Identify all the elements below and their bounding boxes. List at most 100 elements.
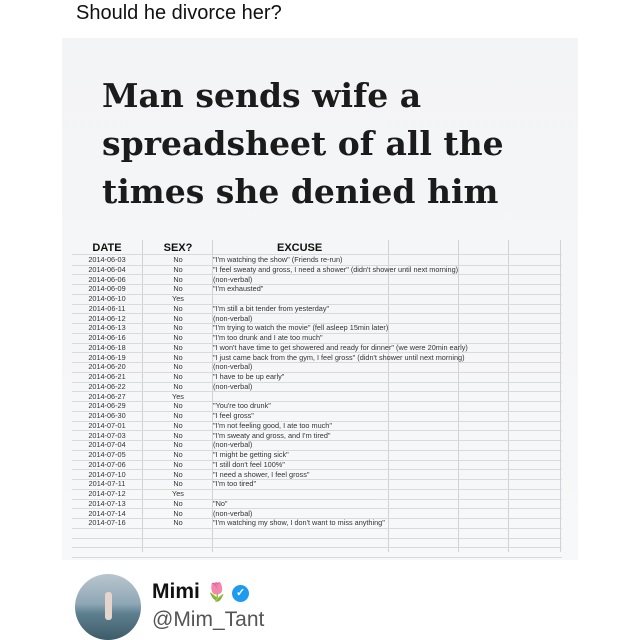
cell-excuse: "I'm still a bit tender from yesterday" — [213, 303, 330, 313]
cell-sex: Yes — [172, 391, 184, 401]
table-row: 2014-06-30 No "I feel gross" — [72, 411, 562, 422]
cell-excuse: "I won't have time to get showered and r… — [213, 342, 468, 352]
cell-excuse: "I need a shower, I feel gross" — [213, 469, 310, 479]
cell-sex: No — [173, 264, 183, 274]
verified-badge-icon: ✓ — [232, 585, 250, 602]
cell-excuse: (non-verbal) — [213, 313, 253, 323]
table-row: 2014-06-09 No "I'm exhausted" — [72, 284, 562, 295]
table-row: 2014-06-27 Yes — [72, 392, 562, 403]
cell-excuse: "I'm not feeling good, I ate too much" — [213, 420, 332, 430]
author-name[interactable]: Mimi 🌷 ✓ — [152, 580, 250, 604]
table-row: 2014-06-12 No (non-verbal) — [72, 314, 562, 325]
cell-date: 2014-07-16 — [88, 518, 126, 528]
table-row: 2014-06-16 No "I'm too drunk and I ate too… — [72, 333, 562, 344]
image-headline: Man sends wife a spreadsheet of all the … — [102, 76, 504, 211]
cell-excuse: "I'm watching the show" (Friends re-run) — [213, 255, 343, 264]
table-row: 2014-07-05 No "I might be getting sick" — [72, 450, 562, 461]
empty-row — [72, 528, 562, 539]
cell-date: 2014-07-01 — [88, 420, 126, 430]
cell-date: 2014-07-11 — [88, 479, 126, 489]
table-row: 2014-06-19 No "I just came back from the g… — [72, 353, 562, 364]
cell-excuse: "I'm too drunk and I ate too much" — [213, 333, 323, 342]
table-row: 2014-06-11 No "I'm still a bit tender from… — [72, 304, 562, 315]
cell-date: 2014-07-10 — [88, 469, 126, 479]
cell-sex: No — [173, 284, 183, 294]
cell-date: 2014-06-10 — [88, 294, 126, 303]
header-sex: SEX? — [163, 242, 193, 254]
cell-sex: No — [173, 518, 183, 528]
cell-sex: No — [173, 401, 183, 411]
cell-excuse: "I feel gross" — [213, 411, 254, 420]
table-row: 2014-07-03 No "I'm sweaty and gross, and I… — [72, 431, 562, 442]
cell-excuse: "I have to be up early" — [213, 372, 285, 381]
cell-excuse: "I'm exhausted" — [213, 284, 264, 294]
cell-sex: No — [173, 362, 183, 372]
table-row: 2014-07-16 No "I'm watching my show, I don… — [72, 518, 562, 529]
cell-date: 2014-07-13 — [88, 498, 126, 508]
table-row: 2014-07-04 No (non-verbal) — [72, 440, 562, 451]
cell-date: 2014-07-06 — [88, 459, 126, 469]
avatar-figure — [105, 592, 112, 620]
cell-date: 2014-06-06 — [88, 274, 126, 284]
cell-sex: No — [173, 411, 183, 420]
table-row: 2014-06-20 No (non-verbal) — [72, 362, 562, 373]
table-row: 2014-06-03 No "I'm watching the show" (Fri… — [72, 255, 562, 266]
empty-row — [72, 538, 562, 549]
cell-sex: No — [173, 274, 183, 284]
post-caption: Should he divorce her? — [76, 2, 282, 24]
cell-excuse: (non-verbal) — [213, 508, 253, 518]
table-row: 2014-07-13 No "No" — [72, 499, 562, 510]
tulip-icon: 🌷 — [205, 582, 229, 602]
cell-excuse: "I'm watching my show, I don't want to m… — [213, 518, 385, 528]
table-header: DATE SEX? EXCUSE — [72, 243, 562, 255]
cell-sex: No — [173, 381, 183, 391]
empty-row — [72, 548, 562, 559]
cell-sex: No — [173, 479, 183, 489]
cell-excuse: (non-verbal) — [213, 362, 253, 372]
cell-date: 2014-06-20 — [88, 362, 126, 372]
table-row: 2014-06-22 No (non-verbal) — [72, 382, 562, 393]
grid-line — [142, 240, 143, 552]
cell-sex: No — [173, 352, 183, 362]
cell-date: 2014-06-12 — [88, 313, 126, 323]
grid-line — [560, 240, 561, 552]
cell-excuse: "I just came back from the gym, I feel g… — [213, 352, 465, 362]
cell-excuse: (non-verbal) — [213, 440, 253, 450]
cell-date: 2014-06-22 — [88, 381, 126, 391]
cell-date: 2014-07-14 — [88, 508, 126, 518]
table-row: 2014-06-29 No "You're too drunk" — [72, 401, 562, 412]
cell-date: 2014-06-16 — [88, 333, 126, 342]
cell-sex: No — [173, 313, 183, 323]
cell-sex: No — [173, 372, 183, 381]
author-handle[interactable]: @Mim_Tant — [152, 608, 265, 631]
cell-date: 2014-06-13 — [88, 323, 126, 333]
cell-sex: No — [173, 303, 183, 313]
grid-line — [388, 240, 389, 552]
cell-date: 2014-06-18 — [88, 342, 126, 352]
cell-excuse: "I might be getting sick" — [213, 450, 289, 459]
cell-date: 2014-07-04 — [88, 440, 126, 450]
grid-line — [458, 240, 459, 552]
spreadsheet: DATE SEX? EXCUSE 2014-06-03 No "I'm watchi… — [72, 240, 562, 559]
cell-sex: No — [173, 508, 183, 518]
table-row: 2014-07-01 No "I'm not feeling good, I ate… — [72, 421, 562, 432]
cell-date: 2014-07-12 — [88, 489, 126, 498]
cell-sex: No — [173, 342, 183, 352]
table-row: 2014-07-14 No (non-verbal) — [72, 509, 562, 520]
cell-date: 2014-06-27 — [88, 391, 126, 401]
grid-line — [212, 240, 213, 552]
cell-excuse: (non-verbal) — [213, 381, 253, 391]
avatar[interactable] — [75, 574, 141, 640]
cell-sex: No — [173, 420, 183, 430]
cell-sex: No — [173, 450, 183, 459]
post-image — [62, 38, 578, 560]
cell-date: 2014-07-05 — [88, 450, 126, 459]
table-row: 2014-07-12 Yes — [72, 489, 562, 500]
cell-date: 2014-06-21 — [88, 372, 126, 381]
table-row: 2014-06-13 No "I'm trying to watch the mov… — [72, 323, 562, 334]
cell-sex: No — [173, 459, 183, 469]
cell-excuse: "I'm sweaty and gross, and I'm tired" — [213, 430, 331, 440]
cell-date: 2014-06-11 — [88, 303, 126, 313]
cell-excuse: "No" — [213, 498, 228, 508]
header-date: DATE — [92, 242, 122, 254]
